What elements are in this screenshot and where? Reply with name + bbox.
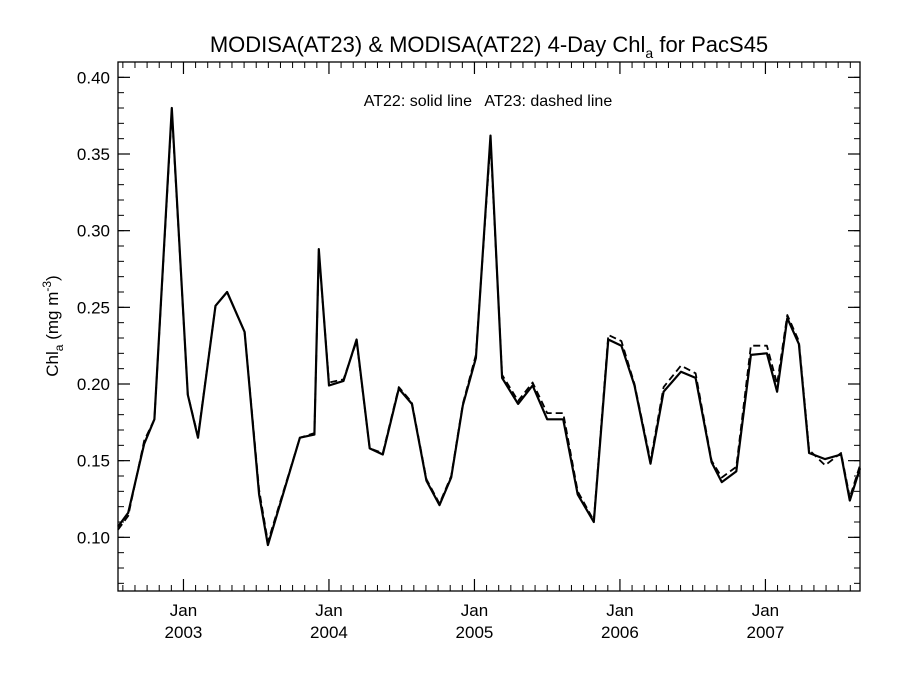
plot-series (117, 106, 862, 547)
x-tick-month: Jan (752, 601, 779, 620)
x-tick-year: 2004 (310, 623, 348, 642)
y-axis-label: Chla (mg m-3) (40, 275, 66, 376)
y-axis: 0.10 0.15 0.20 0.25 0.30 0.35 0.40 (77, 68, 860, 584)
y-tick-label: 0.10 (77, 528, 110, 547)
legend-annotation: AT22: solid line AT23: dashed line (364, 93, 613, 110)
x-tick-year: 2003 (165, 623, 203, 642)
x-tick-year: 2007 (747, 623, 785, 642)
x-axis: Jan 2003 Jan 2004 Jan 2005 Jan 2006 Jan 2007 (122, 62, 851, 642)
y-tick-label: 0.35 (77, 145, 110, 164)
x-tick-month: Jan (606, 601, 633, 620)
y-tick-label: 0.20 (77, 375, 110, 394)
x-tick-month: Jan (315, 601, 342, 620)
y-tick-label: 0.30 (77, 222, 110, 241)
y-tick-label: 0.40 (77, 68, 110, 87)
x-tick-month: Jan (170, 601, 197, 620)
series-line-at23 (117, 110, 861, 543)
y-tick-label: 0.25 (77, 298, 110, 317)
plot-frame (117, 61, 861, 592)
x-tick-month: Jan (461, 601, 488, 620)
x-tick-year: 2006 (601, 623, 639, 642)
x-tick-year: 2005 (456, 623, 494, 642)
chart-title: MODISA(AT23) & MODISA(AT22) 4-Day Chla f… (210, 32, 768, 61)
y-tick-label: 0.15 (77, 452, 110, 471)
